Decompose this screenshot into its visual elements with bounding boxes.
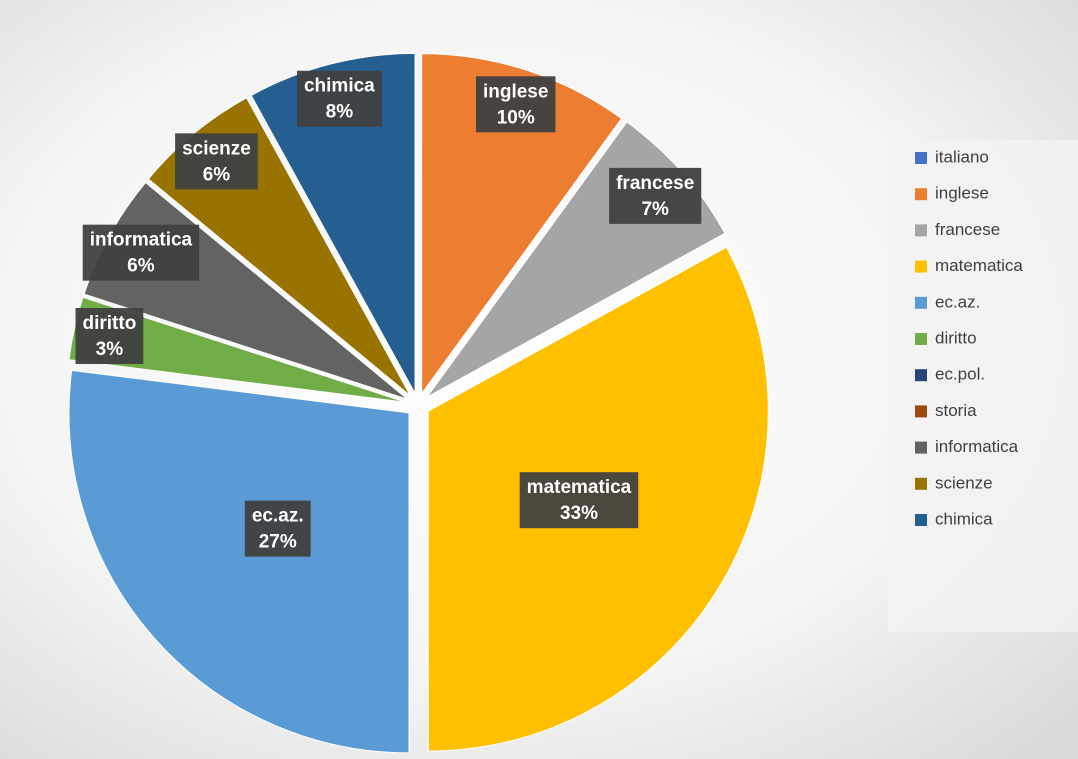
- slice: [421, 53, 623, 396]
- data-label-box: [244, 500, 311, 557]
- legend-swatch: [915, 224, 927, 237]
- legend-swatch: [915, 333, 927, 345]
- legend-label: inglese: [935, 184, 989, 203]
- data-label: diritto 3%: [75, 308, 144, 365]
- legend-label: matematica: [935, 256, 1023, 275]
- legend-swatch: [915, 514, 927, 526]
- data-label-name: francese: [616, 173, 694, 194]
- data-label-name: diritto: [83, 313, 137, 334]
- legend-swatch: [915, 369, 927, 382]
- data-label-name: informatica: [90, 230, 193, 251]
- data-label-value: 33%: [560, 503, 598, 524]
- data-label-box: [519, 472, 639, 529]
- data-label-box: [175, 133, 258, 190]
- data-label-box: [609, 167, 702, 224]
- legend-label: francese: [935, 220, 1000, 239]
- data-label-box: [296, 70, 382, 127]
- data-label: matematica 33%: [519, 472, 639, 529]
- data-label-value: 27%: [259, 532, 297, 553]
- data-label-value: 6%: [127, 256, 155, 277]
- data-label-name: scienze: [182, 138, 251, 159]
- legend-swatch: [915, 296, 927, 309]
- data-label: francese 7%: [609, 167, 702, 224]
- legend-label: storia: [935, 401, 977, 420]
- legend-swatch: [915, 441, 927, 454]
- legend-label: ec.pol.: [935, 365, 985, 384]
- data-label-value: 10%: [497, 107, 535, 128]
- data-label-box: [475, 76, 556, 133]
- data-label: informatica 6%: [82, 224, 200, 281]
- legend-label: scienze: [935, 473, 993, 492]
- data-label: inglese 10%: [475, 76, 556, 133]
- slice: [250, 52, 416, 394]
- data-label-name: chimica: [304, 76, 375, 97]
- legend-label: diritto: [935, 328, 977, 347]
- data-label-name: inglese: [483, 81, 548, 102]
- data-label-value: 3%: [96, 339, 124, 360]
- data-label-value: 6%: [203, 164, 231, 185]
- legend-swatch: [915, 152, 927, 164]
- data-label: chimica 8%: [296, 70, 382, 127]
- legend-swatch: [915, 188, 927, 201]
- slice: [68, 369, 410, 754]
- legend-label: chimica: [935, 509, 993, 528]
- data-label-name: ec.az.: [252, 506, 304, 527]
- legend-box: [888, 140, 1078, 632]
- slice: [68, 296, 407, 403]
- legend-label: ec.az.: [935, 292, 980, 311]
- data-label: ec.az. 27%: [244, 500, 311, 557]
- data-label-box: [82, 224, 200, 281]
- data-label: scienze 6%: [175, 133, 258, 190]
- data-label-box: [75, 308, 144, 365]
- legend-swatch: [915, 260, 927, 273]
- legend-label: informatica: [935, 437, 1019, 456]
- legend-swatch: [915, 477, 927, 490]
- legend-label: italiano: [935, 147, 989, 166]
- legend-swatch: [915, 405, 927, 418]
- data-label-value: 8%: [326, 102, 354, 123]
- data-label-value: 7%: [641, 199, 669, 220]
- data-label-name: matematica: [527, 477, 632, 498]
